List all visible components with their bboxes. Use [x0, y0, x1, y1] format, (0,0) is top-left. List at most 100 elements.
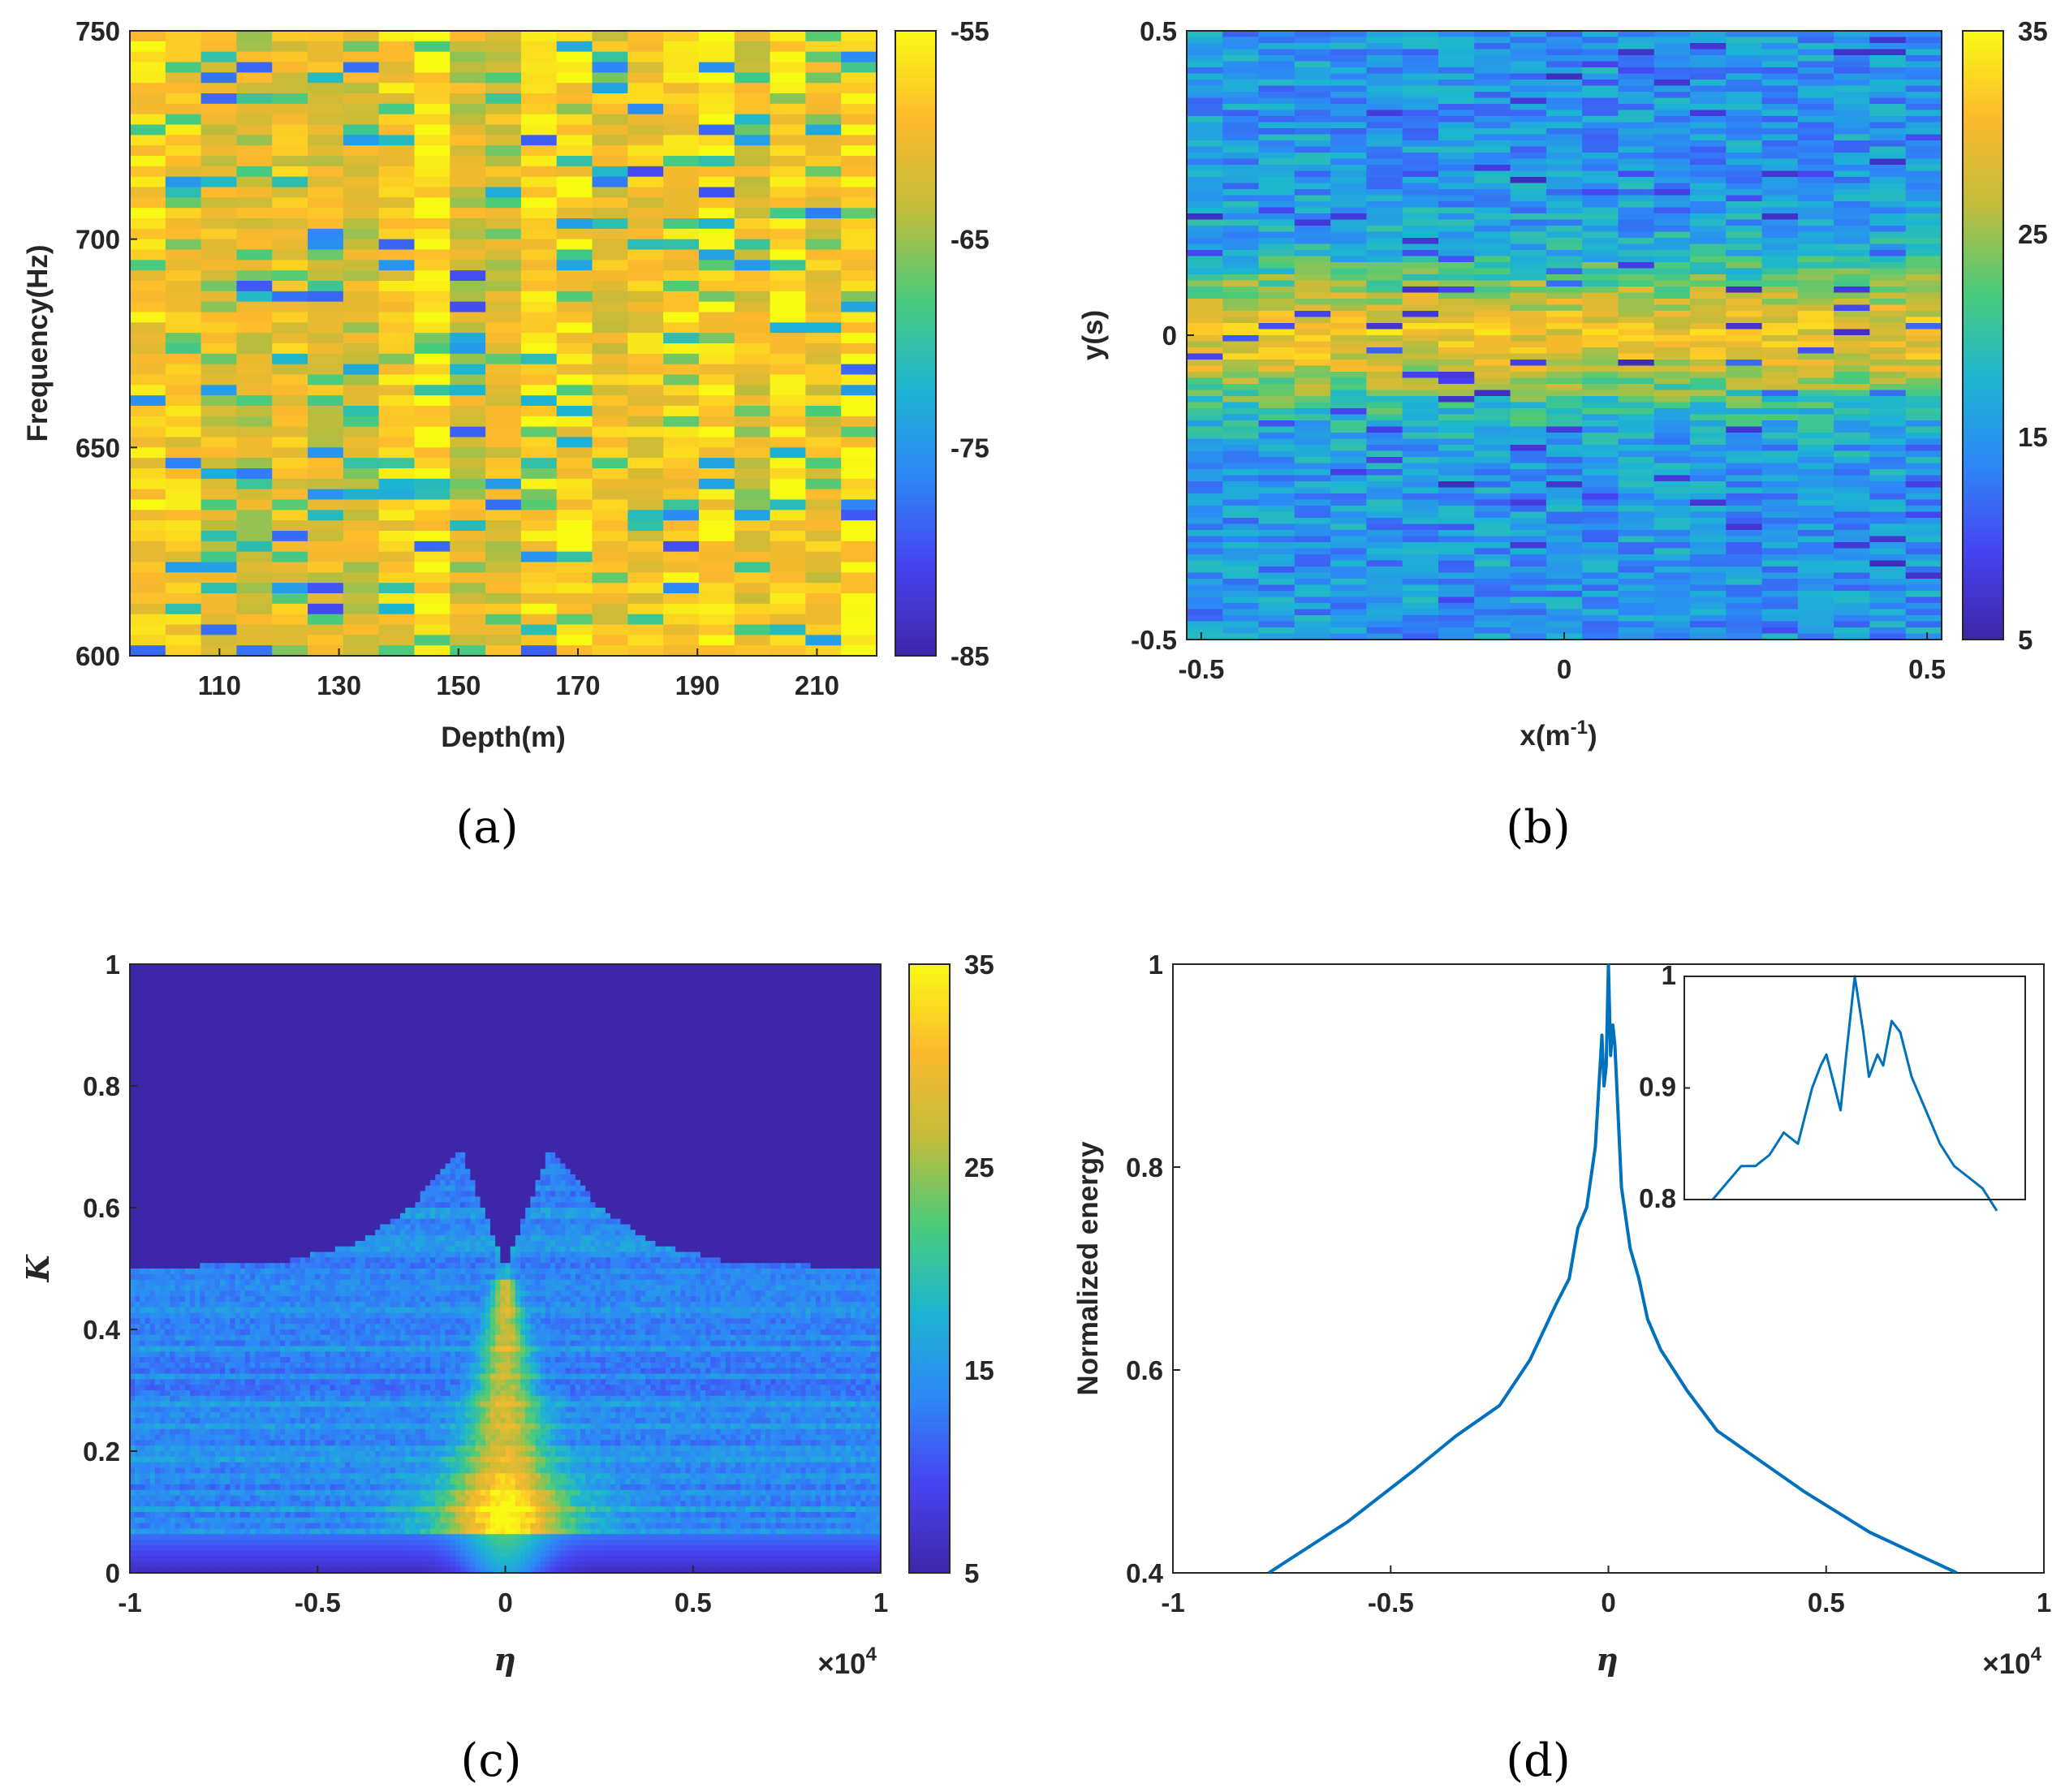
heatmap-cell	[272, 156, 308, 167]
heatmap-cell	[1187, 256, 1223, 263]
heatmap-cell	[414, 281, 451, 292]
heatmap-cell	[200, 426, 238, 438]
heatmap-cell	[165, 1019, 170, 1026]
heatmap-cell	[165, 1096, 170, 1104]
heatmap-cell	[805, 218, 842, 230]
heatmap-cell	[170, 1108, 176, 1114]
heatmap-cell	[1402, 49, 1439, 56]
heatmap-cell	[170, 1096, 176, 1104]
heatmap-cell	[195, 1307, 200, 1314]
heatmap-cell	[450, 281, 486, 292]
heatmap-cell	[1869, 579, 1907, 586]
heatmap-cell	[1438, 353, 1475, 360]
heatmap-cell	[200, 218, 238, 230]
heatmap-cell	[175, 1208, 181, 1214]
heatmap-cell	[556, 249, 593, 261]
heatmap-cell	[450, 551, 486, 563]
heatmap-cell	[130, 1019, 136, 1026]
heatmap-cell	[1834, 457, 1871, 464]
heatmap-cell	[1258, 353, 1295, 360]
heatmap-cell	[184, 1324, 191, 1330]
heatmap-cell	[414, 31, 451, 42]
heatmap-cell	[450, 645, 486, 656]
heatmap-cell	[195, 1075, 200, 1081]
heatmap-cell	[378, 468, 416, 480]
heatmap-cell	[1258, 286, 1295, 294]
heatmap-cell	[627, 218, 664, 230]
heatmap-cell	[144, 1351, 151, 1358]
heatmap-cell	[592, 145, 628, 157]
heatmap-cell	[1330, 621, 1368, 628]
heatmap-cell	[1402, 457, 1439, 464]
heatmap-cell	[154, 1224, 161, 1230]
heatmap-cell	[1761, 347, 1799, 355]
heatmap-cell	[1222, 554, 1260, 562]
heatmap-cell	[770, 62, 806, 73]
heatmap-cell	[1905, 110, 1942, 117]
heatmap-cell	[1510, 299, 1547, 306]
heatmap-cell	[1366, 633, 1403, 640]
heatmap-cell	[1869, 518, 1907, 525]
heatmap-cell	[149, 1423, 156, 1430]
heatmap-cell	[663, 635, 700, 646]
heatmap-cell	[1834, 116, 1871, 123]
heatmap-cell	[1294, 481, 1331, 489]
heatmap-cell	[770, 239, 806, 251]
heatmap-cell	[184, 1351, 191, 1358]
heatmap-cell	[160, 1479, 166, 1485]
heatmap-cell	[1582, 238, 1619, 245]
heatmap-cell	[1366, 591, 1403, 598]
heatmap-cell	[144, 1562, 151, 1568]
heatmap-cell	[1366, 55, 1403, 62]
heatmap-cell	[414, 270, 451, 282]
heatmap-cell	[130, 353, 166, 365]
heatmap-cell	[130, 969, 136, 976]
heatmap-cell	[1797, 116, 1834, 123]
heatmap-cell	[1402, 548, 1439, 555]
heatmap-cell	[1366, 80, 1403, 87]
heatmap-cell	[1187, 49, 1223, 56]
heatmap-cell	[841, 208, 877, 219]
heatmap-cell	[1258, 609, 1295, 616]
heatmap-cell	[144, 1202, 151, 1208]
heatmap-cell	[1797, 146, 1834, 153]
heatmap-cell	[1618, 621, 1655, 628]
heatmap-cell	[190, 1257, 196, 1264]
heatmap-cell	[520, 156, 558, 167]
heatmap-cell	[195, 1240, 200, 1247]
heatmap-cell	[1330, 299, 1368, 306]
heatmap-cell	[1869, 530, 1907, 537]
heatmap-cell	[1438, 609, 1475, 616]
heatmap-cell	[1546, 183, 1583, 190]
heatmap-cell	[130, 1346, 136, 1352]
heatmap-cell	[1330, 250, 1368, 257]
heatmap-cell	[1294, 73, 1331, 80]
heatmap-cell	[1546, 213, 1583, 221]
heatmap-cell	[175, 1240, 181, 1247]
heatmap-cell	[170, 1157, 176, 1165]
heatmap-cell	[1582, 530, 1619, 537]
heatmap-cell	[154, 1069, 161, 1075]
heatmap-cell	[1294, 438, 1331, 446]
heatmap-cell	[1474, 183, 1511, 190]
heatmap-cell	[343, 447, 380, 459]
heatmap-cell	[592, 176, 628, 188]
heatmap-cell	[1797, 433, 1834, 440]
heatmap-cell	[1294, 566, 1331, 574]
heatmap-cell	[154, 1273, 161, 1281]
heatmap-cell	[1294, 377, 1331, 385]
heatmap-cell	[144, 1091, 151, 1098]
heatmap-cell	[165, 1406, 170, 1413]
heatmap-cell	[1869, 420, 1907, 428]
heatmap-cell	[805, 562, 842, 573]
heatmap-cell	[378, 228, 416, 240]
heatmap-cell	[1438, 104, 1475, 111]
heatmap-cell	[663, 176, 700, 188]
heatmap-cell	[149, 1406, 156, 1413]
heatmap-cell	[378, 603, 416, 615]
heatmap-cell	[414, 41, 451, 53]
heatmap-cell	[1330, 274, 1368, 282]
heatmap-cell	[1402, 146, 1439, 153]
heatmap-cell	[175, 1334, 181, 1342]
heatmap-cell	[1330, 213, 1368, 221]
